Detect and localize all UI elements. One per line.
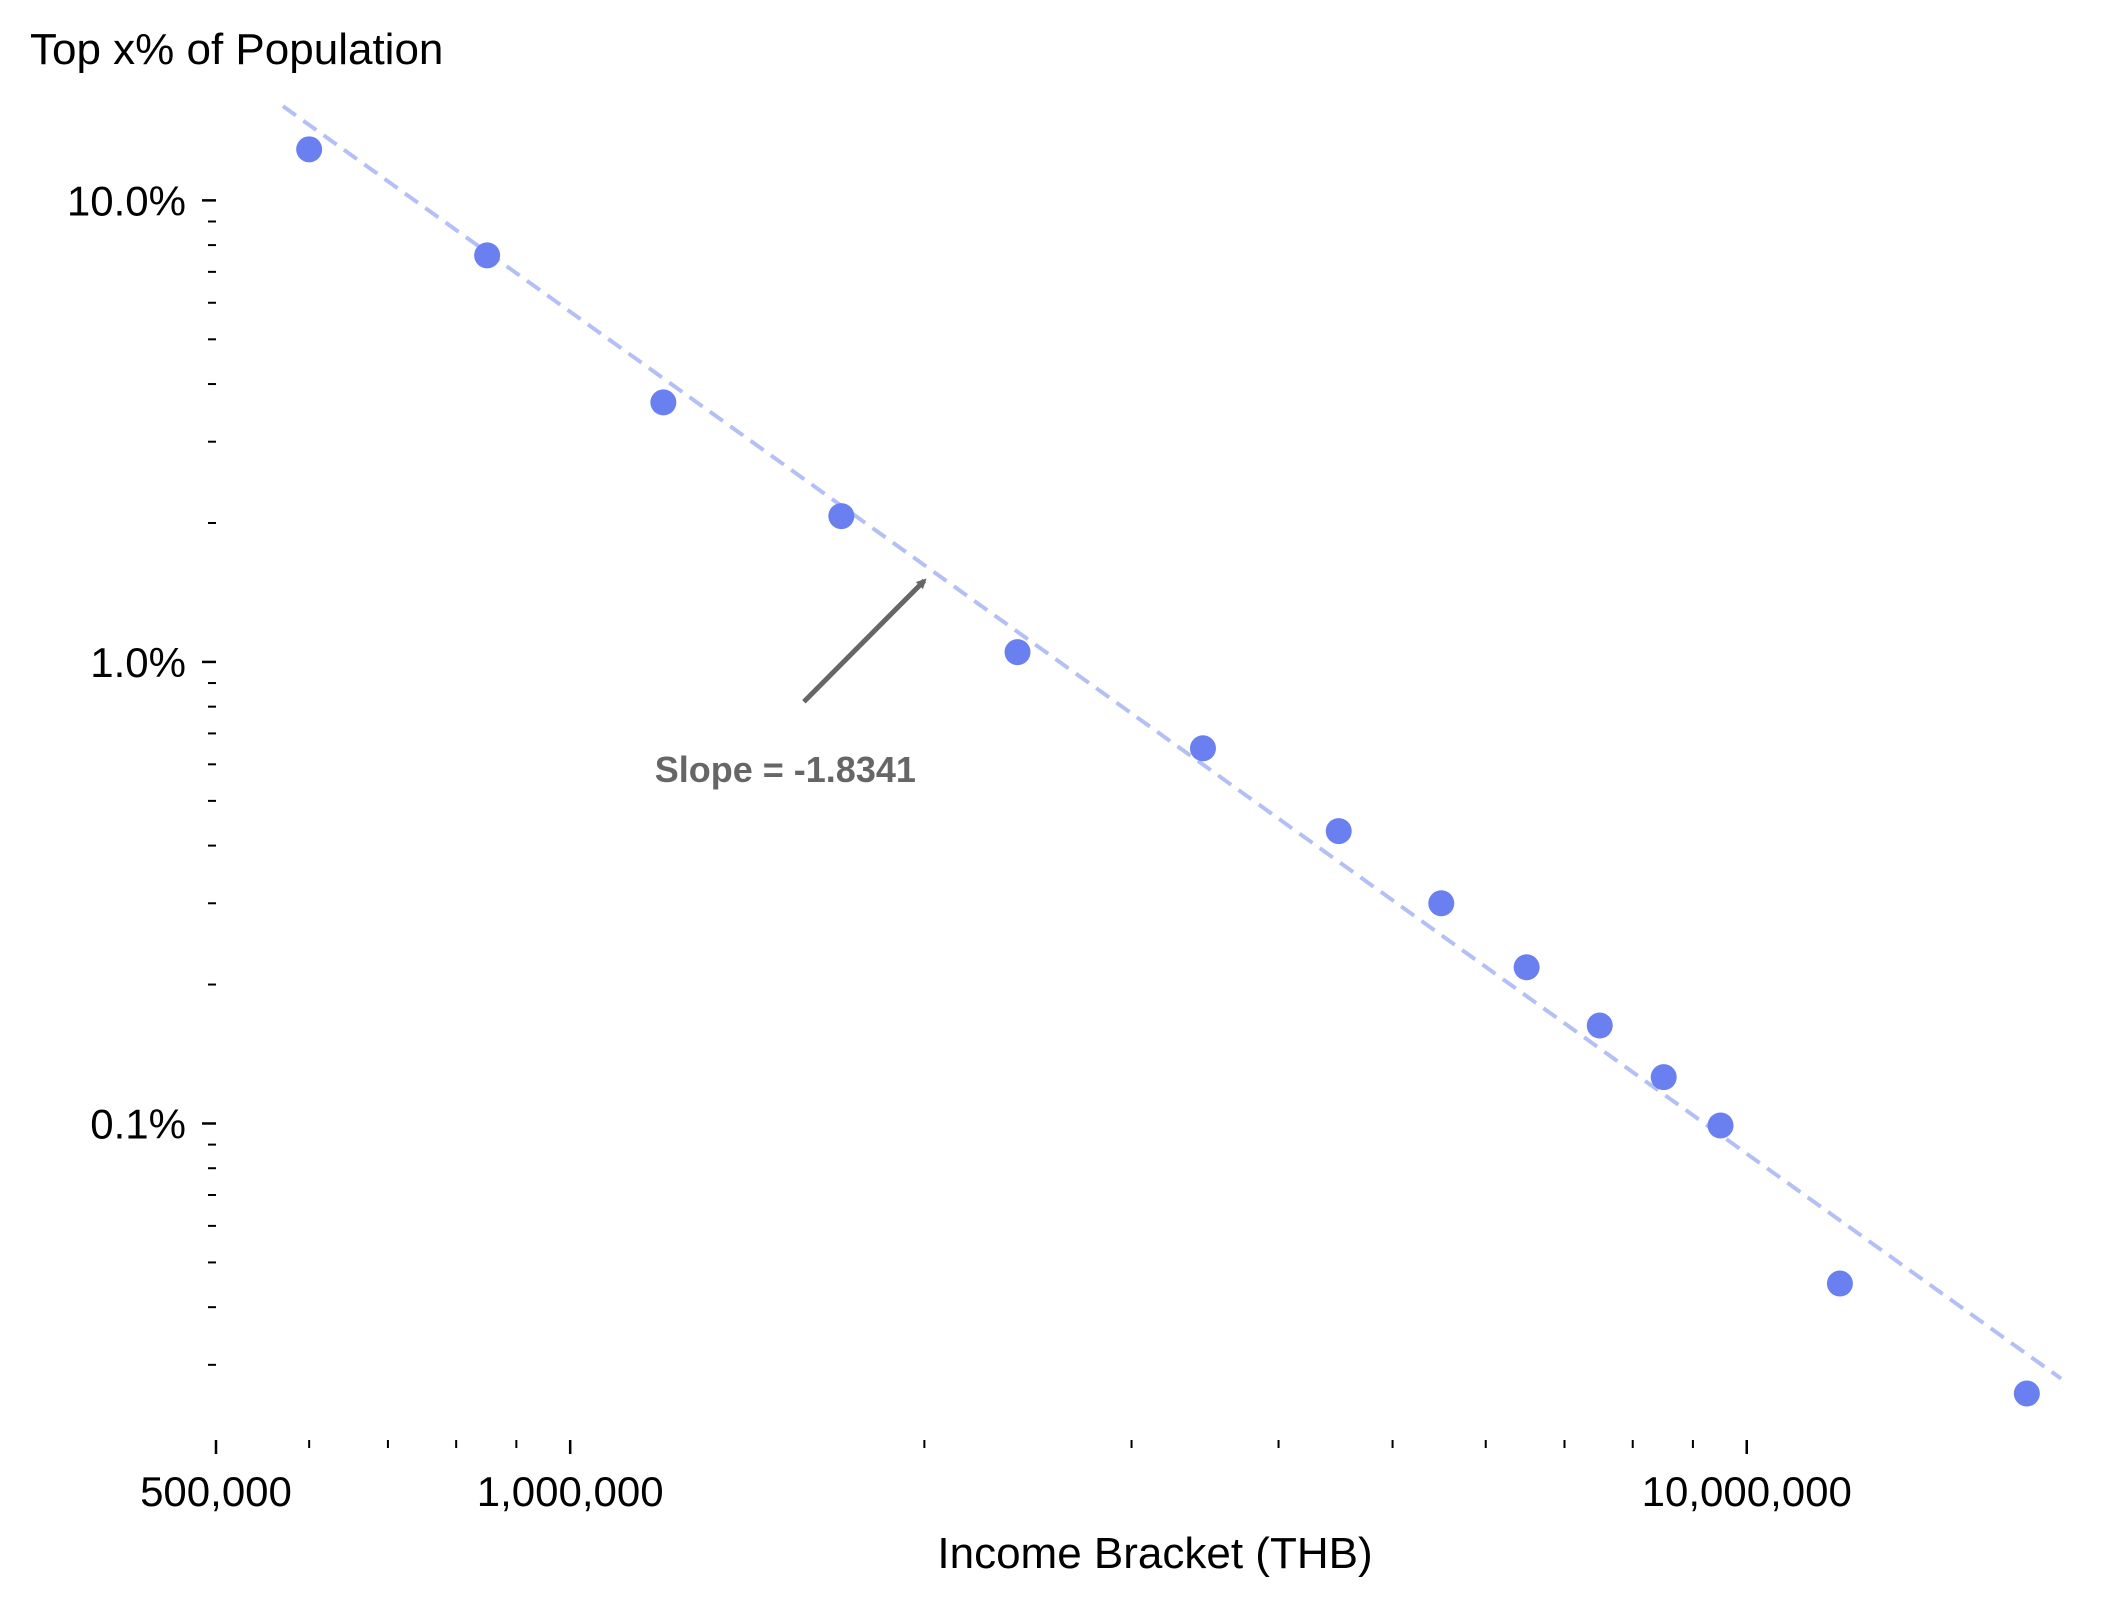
data-point — [828, 503, 855, 530]
plot-area: Slope = -1.8341 — [281, 104, 2063, 1407]
data-point — [650, 389, 677, 416]
data-point — [1707, 1112, 1734, 1139]
y-tick-label: 10.0% — [67, 177, 186, 224]
y-axis: 10.0% 1.0% 0.1% — [67, 177, 216, 1366]
x-axis-title: Income Bracket (THB) — [937, 1529, 1372, 1578]
y-tick-label: 0.1% — [90, 1100, 186, 1147]
data-point — [1650, 1064, 1677, 1091]
x-axis: 500,000 1,000,000 10,000,000 — [140, 1440, 1852, 1515]
data-point — [2013, 1380, 2040, 1407]
data-point — [1325, 818, 1352, 845]
data-point — [1513, 954, 1540, 981]
data-point — [296, 136, 323, 163]
data-point — [1586, 1012, 1613, 1039]
x-tick-label: 10,000,000 — [1642, 1468, 1852, 1515]
data-point — [1428, 890, 1455, 917]
data-point — [474, 242, 501, 269]
fit-line — [281, 104, 2063, 1381]
data-point — [1004, 639, 1031, 666]
slope-annotation: Slope = -1.8341 — [655, 749, 916, 790]
x-tick-label: 500,000 — [140, 1468, 292, 1515]
annotation-arrow — [802, 578, 927, 704]
y-tick-label: 1.0% — [90, 639, 186, 686]
x-tick-label: 1,000,000 — [477, 1468, 664, 1515]
y-axis-title: Top x% of Population — [30, 25, 443, 74]
data-point — [1189, 735, 1216, 762]
data-point — [1826, 1270, 1853, 1297]
